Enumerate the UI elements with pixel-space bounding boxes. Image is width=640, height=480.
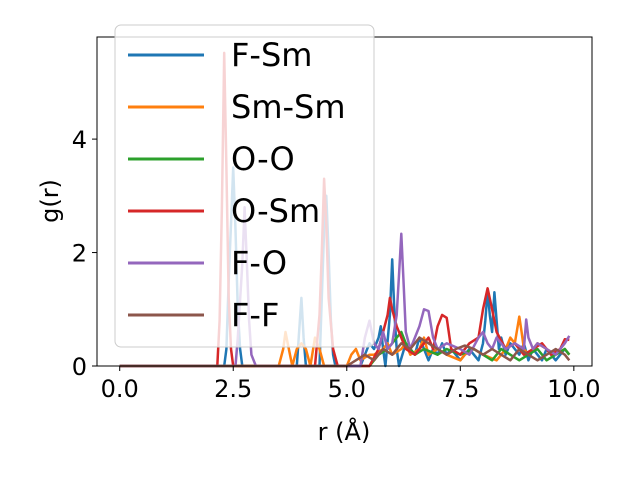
legend: F-Sm Sm-Sm O-O O-Sm F-O F-F <box>114 24 375 348</box>
x-tick-label: 10.0 <box>547 375 600 403</box>
x-tick-label: 5.0 <box>328 375 366 403</box>
y-tick-label: 2 <box>72 240 87 268</box>
legend-label-o-sm: O-Sm <box>231 192 320 230</box>
legend-label-sm-sm: Sm-Sm <box>231 88 346 126</box>
x-tick-label: 0.0 <box>101 375 139 403</box>
series-line-f-f <box>119 336 571 368</box>
legend-label-o-o: O-O <box>231 140 295 178</box>
x-tick-label: 7.5 <box>441 375 479 403</box>
legend-label-f-o: F-O <box>231 244 287 282</box>
y-tick-label: 0 <box>72 353 87 381</box>
y-axis: 0 2 4 <box>72 126 97 381</box>
x-axis: 0.0 2.5 5.0 7.5 10.0 <box>101 366 601 403</box>
legend-label-f-f: F-F <box>231 296 279 334</box>
series-line-f-o <box>119 205 571 368</box>
y-tick-label: 4 <box>72 126 87 154</box>
x-tick-label: 2.5 <box>214 375 252 403</box>
legend-label-f-sm: F-Sm <box>231 36 312 74</box>
x-axis-label: r (Å) <box>318 417 371 446</box>
y-axis-label: g(r) <box>36 179 64 223</box>
